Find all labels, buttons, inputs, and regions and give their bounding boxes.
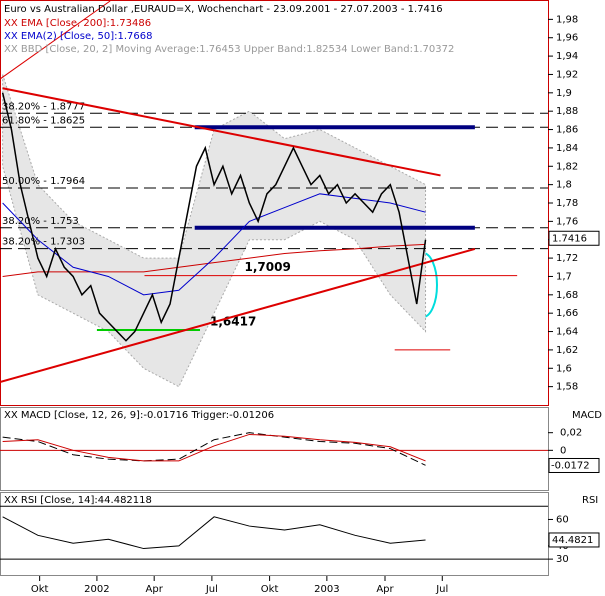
y-tick-label: 1,9 xyxy=(556,88,572,99)
rsi-last-label: 44.4821 xyxy=(552,535,593,546)
bollinger-band xyxy=(2,74,427,388)
macd-line xyxy=(2,433,426,462)
macd-last-box xyxy=(548,457,600,473)
macd-frame xyxy=(0,407,549,491)
trendline xyxy=(0,0,111,80)
y-tick-label: 1,78 xyxy=(556,198,578,209)
y-tick-label: 1,72 xyxy=(556,253,578,264)
y-tick-label: 1,88 xyxy=(556,106,578,117)
x-tick-label: Jul xyxy=(435,584,448,595)
macd-line xyxy=(2,432,426,466)
x-tick-label: Okt xyxy=(261,584,279,595)
y-tick-label: 1,66 xyxy=(556,308,578,319)
y-tick-label: 60 xyxy=(556,514,569,525)
y-tick-label: 1,86 xyxy=(556,125,578,136)
rsi-last-box xyxy=(548,532,600,548)
y-tick-label: 1,82 xyxy=(556,161,578,172)
macd-last-label: -0.0172 xyxy=(551,460,590,471)
y-tick-label: 1,58 xyxy=(556,382,578,393)
legend-entry: XX EMA [Close, 200]:1.73486 xyxy=(4,18,151,29)
y-tick-label: 1,7 xyxy=(556,271,572,282)
y-tick-label: 1,64 xyxy=(556,327,578,338)
fib-label: 38.20% - 1.8777 xyxy=(2,101,85,112)
macd-axis-label: MACD xyxy=(572,410,602,421)
rsi-axis-label: RSI xyxy=(582,495,598,506)
fib-label: 38.20% - 1.753 xyxy=(2,216,79,227)
legend-entry: XX EMA(2) [Close, 50]:1.7668 xyxy=(4,31,153,42)
chart-title: Euro vs Australian Dollar ,EURAUD=X, Woc… xyxy=(4,4,443,15)
x-tick-label: Okt xyxy=(31,584,49,595)
ma-line xyxy=(2,193,426,296)
y-tick-label: 1,84 xyxy=(556,143,578,154)
legend-entry: XX BBD [Close, 20, 2] Moving Average:1.7… xyxy=(4,44,454,55)
x-tick-label: Apr xyxy=(146,584,164,595)
trendline xyxy=(0,247,476,384)
y-tick-label: 1,98 xyxy=(556,14,578,25)
support-label: 1,7009 xyxy=(244,260,290,274)
y-tick-label: 1,92 xyxy=(556,69,578,80)
y-tick-label: 1,6 xyxy=(556,363,572,374)
y-tick-label: 1,8 xyxy=(556,180,572,191)
ma-line xyxy=(2,243,426,277)
rsi-line xyxy=(2,516,426,550)
y-tick-label: 1,94 xyxy=(556,51,578,62)
last-price-box xyxy=(548,230,600,246)
y-tick-label: 0,02 xyxy=(560,428,582,439)
x-tick-label: Jul xyxy=(205,584,218,595)
support-label: 1,6417 xyxy=(210,314,256,328)
price-line xyxy=(1,92,427,342)
y-tick-label: 30 xyxy=(556,554,569,565)
rsi-title: XX RSI [Close, 14]:44.482118 xyxy=(4,495,152,506)
x-tick-label: Apr xyxy=(376,584,394,595)
y-tick-label: 0 xyxy=(560,445,566,456)
x-tick-label: 2002 xyxy=(84,584,109,595)
y-tick-label: 1,68 xyxy=(556,290,578,301)
y-tick-label: 1,62 xyxy=(556,345,578,356)
fib-label: 50.00% - 1.7964 xyxy=(2,176,85,187)
fib-label: 38.20% - 1.7303 xyxy=(2,237,85,248)
fib-label: 61.80% - 1.8625 xyxy=(2,115,85,126)
y-tick-label: 1,96 xyxy=(556,33,578,44)
x-tick-label: 2003 xyxy=(314,584,339,595)
last-price-label: 1.7416 xyxy=(552,233,587,244)
trendline xyxy=(2,87,441,177)
macd-title: XX MACD [Close, 12, 26, 9]:-0.01716 Trig… xyxy=(4,410,274,421)
y-tick-label: 1,76 xyxy=(556,216,578,227)
